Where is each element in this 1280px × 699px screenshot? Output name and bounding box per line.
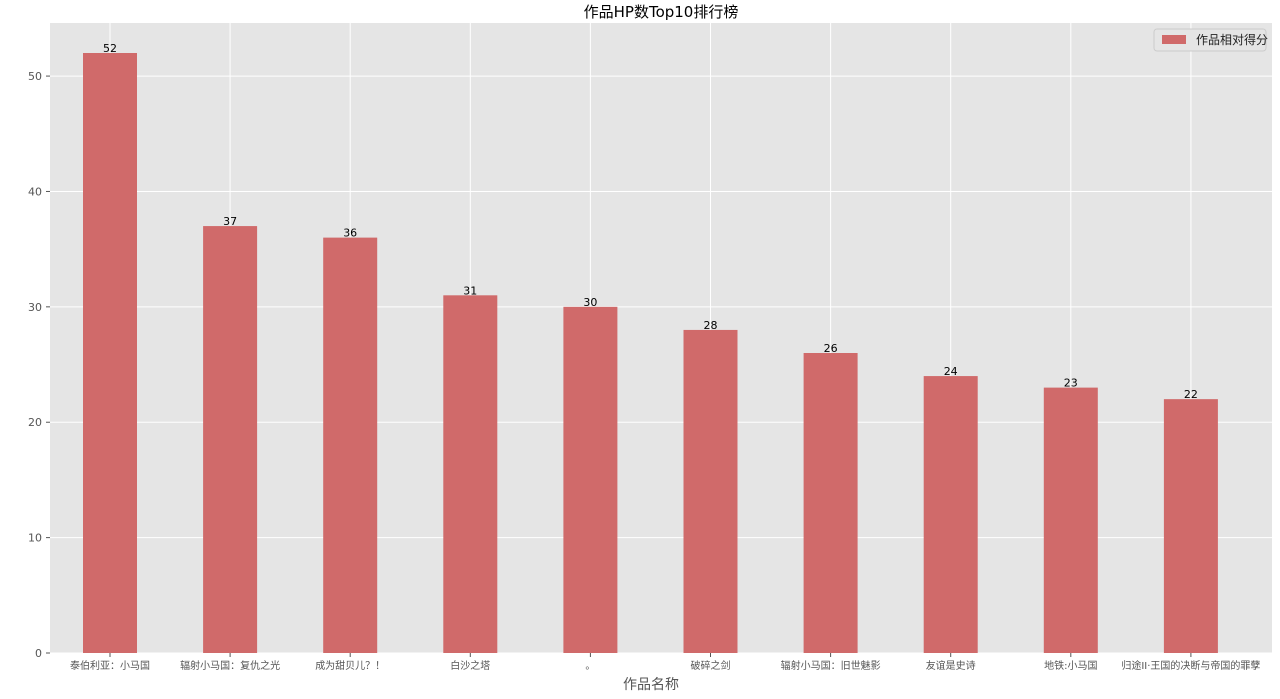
data-label: 28 <box>704 319 718 332</box>
x-tick-label: 友谊是史诗 <box>926 659 976 672</box>
y-tick-label: 10 <box>28 532 42 545</box>
bar <box>563 306 618 653</box>
bar <box>1163 399 1218 653</box>
data-label: 37 <box>223 215 237 228</box>
y-tick-label: 20 <box>28 416 42 429</box>
bar <box>83 53 137 653</box>
data-label: 36 <box>343 227 357 240</box>
chart-title: 作品HP数Top10排行榜 <box>584 3 739 21</box>
x-tick-label: 泰伯利亚：小马国 <box>70 659 150 672</box>
x-tick-label: 破碎之剑 <box>691 659 731 672</box>
y-tick-label: 0 <box>35 647 42 660</box>
data-label: 26 <box>824 342 838 355</box>
x-tick-label: 辐射小马国：复仇之光 <box>180 659 280 672</box>
y-tick-label: 50 <box>28 70 42 83</box>
x-tick-label: 。 <box>585 661 595 672</box>
x-axis-label: 作品名称 <box>623 677 679 693</box>
bar <box>923 376 978 653</box>
y-tick-label: 40 <box>28 185 42 198</box>
x-tick-label: 成为甜贝儿？！ <box>315 659 385 672</box>
x-tick-label: 辐射小马国：旧世魅影 <box>781 659 881 672</box>
data-label: 52 <box>103 42 117 55</box>
bar <box>683 329 738 653</box>
bar <box>323 237 378 653</box>
data-label: 30 <box>583 296 597 309</box>
bar <box>1043 387 1098 653</box>
legend-swatch <box>1162 35 1186 44</box>
legend-label: 作品相对得分 <box>1196 32 1268 47</box>
data-label: 23 <box>1064 377 1078 390</box>
x-tick-label: 白沙之塔 <box>450 659 490 672</box>
data-label: 24 <box>944 365 958 378</box>
y-tick-label: 30 <box>28 301 42 314</box>
x-tick-label: 归途II·王国的决断与帝国的罪孽 <box>1121 659 1260 672</box>
data-label: 31 <box>463 284 477 297</box>
x-tick-label: 地铁:小马国 <box>1044 659 1097 672</box>
bar <box>443 295 498 653</box>
bar <box>803 353 858 653</box>
data-label: 22 <box>1184 388 1198 401</box>
bar <box>203 226 258 654</box>
legend: 作品相对得分 <box>1153 28 1268 52</box>
